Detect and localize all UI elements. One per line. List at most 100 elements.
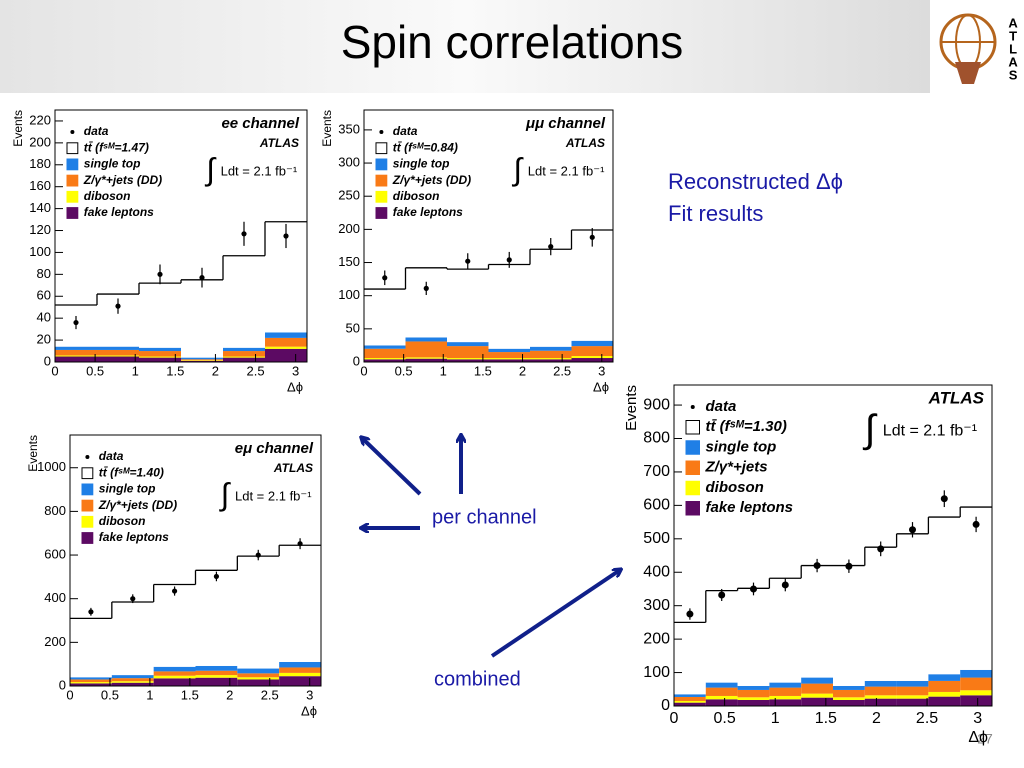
- stack-segment: [674, 694, 706, 697]
- data-point: [382, 275, 388, 281]
- x-tick-label: 2.5: [246, 363, 264, 378]
- stack-segment: [864, 695, 897, 699]
- axis-frame: [54, 109, 308, 363]
- y-tick-label: 80: [37, 266, 51, 281]
- stack-segment: [833, 689, 865, 698]
- x-tick-label: 3: [292, 363, 299, 378]
- stack-segment: [896, 680, 929, 687]
- data-point: [750, 585, 757, 593]
- legend-swatch: [81, 515, 94, 528]
- x-tick-label: 1.5: [815, 710, 837, 727]
- data-point: [940, 495, 948, 503]
- stack-segment: [139, 347, 181, 352]
- stack-segment: [364, 345, 406, 349]
- y-tick-label: 180: [29, 156, 51, 171]
- y-tick-label: 400: [643, 563, 670, 580]
- y-axis-label: Events: [11, 110, 25, 147]
- lumi-label: Ldt = 2.1 fb⁻¹: [235, 488, 312, 503]
- atlas-logo: ATLAS: [939, 13, 1021, 84]
- x-tick-label: 0: [66, 687, 73, 702]
- stack-segment: [864, 547, 897, 681]
- integral-sign: ∫: [863, 408, 878, 451]
- stack-segment: [405, 341, 447, 358]
- legend-swatch: [685, 501, 700, 516]
- stack-segment: [139, 351, 181, 357]
- stack-segment: [405, 337, 447, 342]
- legend-label: diboson: [99, 514, 146, 528]
- y-tick-label: 1000: [37, 459, 66, 474]
- data-point: [283, 233, 289, 239]
- stack-segment: [737, 697, 770, 700]
- stack-segment: [488, 352, 530, 359]
- stack-segment: [801, 683, 833, 694]
- axis-frame: [673, 384, 993, 707]
- data-point: [199, 275, 205, 281]
- data-point: [171, 588, 178, 594]
- legend-swatch: [81, 467, 94, 480]
- x-tick-label: 1: [771, 710, 780, 727]
- x-tick-label: 2.5: [916, 710, 938, 727]
- legend-swatch: [66, 174, 79, 187]
- y-tick-label: 200: [29, 134, 51, 149]
- stack-segment: [153, 678, 196, 686]
- stack-segment: [181, 360, 223, 362]
- stack-segment: [70, 679, 112, 683]
- stack-segment: [181, 360, 223, 361]
- integral-sign: ∫: [204, 152, 217, 187]
- x-tick-label: 2: [519, 363, 526, 378]
- data-point: [88, 609, 94, 615]
- legend-label: diboson: [706, 479, 764, 496]
- stack-segment: [223, 356, 265, 358]
- x-axis-label: Δϕ: [593, 379, 609, 394]
- y-tick-label: 120: [29, 222, 51, 237]
- data-point: [813, 562, 821, 570]
- stack-segment: [364, 348, 406, 359]
- y-tick-label: 500: [643, 530, 670, 547]
- y-tick-label: 60: [37, 288, 51, 303]
- stack-segment: [97, 355, 139, 357]
- stack-segment: [705, 695, 738, 700]
- data-point: [845, 562, 853, 570]
- y-tick-label: 300: [643, 597, 670, 614]
- data-point: [686, 610, 694, 618]
- stack-segment: [265, 346, 307, 349]
- channel-label: ee channel: [221, 115, 299, 132]
- arrow: [490, 570, 620, 658]
- stack-segment: [70, 682, 112, 684]
- stack-segment: [279, 545, 321, 662]
- legend-marker: [379, 130, 384, 134]
- stack-segment: [70, 683, 112, 686]
- chart: 0 20 40 60 80 100 120 140 160 180 200 220 0 0.5 1 1.5 2 2…: [11, 109, 308, 394]
- legend-swatch: [375, 207, 388, 219]
- data-point: [465, 258, 471, 264]
- stack-segment: [801, 677, 833, 684]
- y-tick-label: 600: [643, 497, 670, 514]
- stack-segment: [195, 670, 238, 676]
- y-tick-label: 900: [643, 396, 670, 413]
- y-axis-label: Events: [320, 110, 334, 147]
- stack-segment: [237, 677, 280, 680]
- stack-segment: [111, 682, 154, 686]
- stack-segment: [833, 565, 865, 686]
- stack-segment: [55, 349, 97, 356]
- stack-segment: [237, 556, 280, 669]
- stack-segment: [960, 690, 992, 696]
- page-number: 27: [977, 731, 993, 747]
- legend-swatch: [66, 158, 79, 171]
- y-tick-label: 0: [59, 677, 66, 692]
- stack-segment: [488, 348, 530, 353]
- stack-segment: [488, 359, 530, 362]
- legend-label: single top: [706, 438, 777, 455]
- y-tick-label: 140: [29, 200, 51, 215]
- stack-segment: [864, 680, 897, 687]
- stack-segment: [769, 695, 802, 700]
- stack-segment: [769, 687, 802, 696]
- legend-swatch: [685, 420, 700, 435]
- stack-segment: [705, 699, 738, 706]
- legend-swatch: [81, 532, 94, 544]
- stack-segment: [447, 342, 489, 347]
- stack-segment: [530, 249, 572, 347]
- y-tick-label: 100: [338, 287, 360, 302]
- legend-label: tt̄ (fˢᴹ=1.40): [99, 465, 164, 479]
